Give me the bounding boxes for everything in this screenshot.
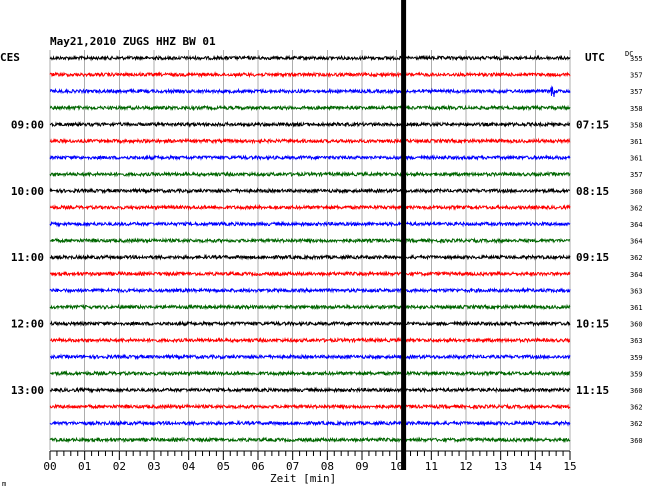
trace-14 [49, 286, 571, 294]
dc-value: 362 [630, 404, 643, 412]
dc-value: 355 [630, 55, 643, 63]
dc-value: 357 [630, 72, 643, 80]
dc-value: 359 [630, 354, 643, 362]
trace-20 [49, 386, 571, 394]
x-tick-label-14: 14 [529, 460, 543, 473]
x-tick-label-11: 11 [425, 460, 438, 473]
left-time-label-1300: 13:00 [11, 384, 44, 397]
trace-2 [49, 85, 571, 98]
trace-13 [50, 270, 571, 278]
dc-value: 360 [630, 437, 643, 445]
dc-value: 362 [630, 204, 643, 212]
dc-value: 361 [630, 304, 643, 312]
trace-16 [49, 320, 571, 328]
trace-9 [49, 203, 571, 211]
chart-title: May21,2010 ZUGS HHZ BW 01 [50, 35, 216, 48]
x-tick-label-09: 09 [355, 460, 368, 473]
dc-value: 357 [630, 88, 643, 96]
right-time-label-0915: 09:15 [576, 251, 609, 264]
dc-value: 358 [630, 121, 643, 129]
right-time-label-0715: 07:15 [576, 118, 609, 131]
time-labels: 09:00 10:00 11:00 12:00 13:00 07:15 08:15 09:15… [11, 118, 609, 397]
right-time-label-1015: 10:15 [576, 318, 609, 331]
dc-value: 364 [630, 271, 643, 279]
trace-19 [50, 369, 571, 377]
trace-22 [49, 419, 571, 427]
trace-10 [49, 220, 571, 228]
x-tick-label-08: 08 [321, 460, 334, 473]
x-tick-label-13: 13 [494, 460, 507, 473]
dc-value: 361 [630, 138, 643, 146]
trace-6 [49, 154, 571, 162]
trace-17 [49, 336, 571, 344]
right-time-label-1115: 11:15 [576, 384, 609, 397]
left-time-label-1100: 11:00 [11, 251, 44, 264]
dc-value: 358 [630, 105, 643, 113]
dc-value: 363 [630, 287, 643, 295]
trace-3 [49, 104, 571, 112]
minute-grid [49, 50, 571, 450]
trace-1 [49, 71, 571, 79]
x-tick-label-06: 06 [251, 460, 264, 473]
left-time-label-1200: 12:00 [11, 318, 44, 331]
dc-value: 361 [630, 155, 643, 163]
corner-mark: m [2, 480, 6, 488]
x-tick-label-00: 00 [43, 460, 56, 473]
dc-value: 362 [630, 254, 643, 262]
dc-value: 364 [630, 221, 643, 229]
x-tick-label-07: 07 [286, 460, 299, 473]
dc-value: 357 [630, 171, 643, 179]
right-timezone-label: UTC [585, 51, 605, 64]
trace-12 [49, 253, 571, 261]
trace-18 [49, 353, 571, 361]
x-tick-label-05: 05 [217, 460, 230, 473]
traces [49, 0, 571, 470]
trace-4 [49, 120, 571, 128]
x-tick-label-15: 15 [563, 460, 576, 473]
left-time-label-1000: 10:00 [11, 185, 44, 198]
x-tick-label-10: 10 [390, 460, 403, 473]
trace-11 [49, 237, 571, 245]
right-time-label-0815: 08:15 [576, 185, 609, 198]
trace-15 [49, 303, 571, 311]
dc-value: 359 [630, 370, 643, 378]
dc-value: 360 [630, 321, 643, 329]
left-timezone-label: CES [0, 51, 20, 64]
trace-5 [49, 137, 571, 145]
trace-0 [49, 54, 571, 62]
dc-value: 360 [630, 387, 643, 395]
trace-21 [49, 403, 571, 411]
x-tick-label-04: 04 [182, 460, 196, 473]
dc-value: 360 [630, 188, 643, 196]
x-tick-label-02: 02 [113, 460, 126, 473]
dc-header-label: DC [625, 50, 633, 58]
dc-value: 363 [630, 337, 643, 345]
trace-8 [49, 187, 571, 195]
x-axis: 00 01 02 03 04 05 06 07 08 09 10 11 12 13 14 15 [43, 450, 577, 473]
left-time-label-0900: 09:00 [11, 118, 44, 131]
trace-23 [49, 436, 571, 444]
x-tick-label-12: 12 [459, 460, 472, 473]
dc-value: 362 [630, 420, 643, 428]
trace-7 [49, 170, 571, 178]
x-tick-label-01: 01 [78, 460, 91, 473]
dc-values: 355 357 357 358 358 361 361 357 360 362 364 364 362 3… [630, 55, 643, 445]
dc-value: 364 [630, 238, 643, 246]
x-axis-label: Zeit [min] [270, 472, 336, 485]
x-tick-label-03: 03 [147, 460, 160, 473]
